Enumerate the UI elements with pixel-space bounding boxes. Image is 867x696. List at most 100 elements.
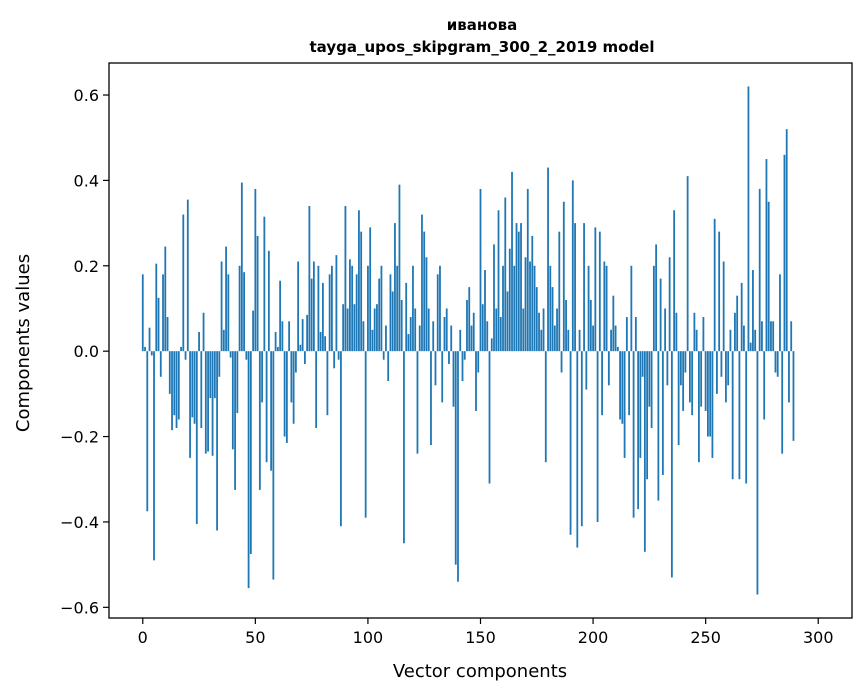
- bar-172: [529, 261, 531, 352]
- bar-79: [319, 331, 322, 352]
- bar-56: [267, 250, 270, 352]
- x-tick-label-200: 200: [578, 628, 609, 647]
- bar-217: [630, 265, 633, 352]
- bar-153: [486, 321, 489, 352]
- bar-146: [470, 325, 473, 352]
- bar-113: [396, 265, 399, 352]
- bar-133: [441, 351, 444, 403]
- bar-88: [340, 351, 342, 527]
- bar-204: [601, 351, 603, 416]
- bar-48: [249, 351, 252, 554]
- bar-187: [562, 201, 565, 352]
- bar-211: [616, 346, 619, 352]
- bar-261: [729, 329, 732, 352]
- bar-210: [614, 325, 617, 352]
- bar-94: [353, 304, 356, 352]
- bar-82: [326, 351, 329, 416]
- bar-14: [173, 351, 176, 416]
- y-axis-ticks: −0.6 −0.4 −0.2 0.0 0.2 0.4 0.6: [60, 86, 109, 617]
- bar-43: [238, 265, 241, 352]
- bar-69: [297, 261, 300, 352]
- bar-163: [508, 248, 511, 352]
- bar-232: [664, 308, 667, 352]
- bar-115: [400, 299, 403, 352]
- bar-250: [704, 351, 707, 411]
- bar-101: [369, 227, 372, 352]
- y-tick-label-3: 0.0: [74, 342, 99, 361]
- bar-83: [328, 274, 331, 352]
- x-axis-ticks: 0 50 100 150 200 250 300: [138, 618, 834, 647]
- bar-76: [312, 261, 315, 352]
- bar-128: [430, 351, 432, 446]
- bar-102: [371, 329, 374, 352]
- bar-110: [389, 274, 392, 352]
- bar-226: [650, 351, 653, 429]
- bar-73: [306, 314, 309, 352]
- bar-127: [427, 308, 430, 352]
- bar-288: [790, 321, 793, 352]
- bar-25: [198, 331, 200, 352]
- bar-178: [542, 308, 545, 352]
- bar-259: [725, 351, 727, 403]
- bar-223: [643, 351, 646, 552]
- bar-203: [598, 231, 601, 352]
- bar-78: [317, 265, 320, 352]
- bar-251: [707, 351, 709, 437]
- bar-175: [535, 287, 538, 352]
- bar-157: [495, 308, 498, 352]
- bar-16: [177, 351, 180, 420]
- bar-30: [209, 351, 212, 399]
- bar-41: [234, 351, 236, 490]
- bar-231: [661, 351, 664, 475]
- bar-98: [362, 321, 365, 352]
- bar-74: [308, 206, 311, 352]
- bar-154: [488, 351, 491, 484]
- y-tick-label-2: −0.2: [60, 428, 99, 447]
- bar-5: [153, 351, 155, 561]
- bar-186: [560, 351, 563, 373]
- bar-285: [783, 154, 786, 352]
- bar-267: [743, 325, 745, 352]
- bar-207: [607, 351, 610, 386]
- bar-257: [720, 351, 723, 377]
- bar-11: [166, 317, 169, 352]
- bar-258: [722, 261, 725, 352]
- bar-241: [684, 351, 687, 373]
- bar-166: [515, 223, 518, 352]
- bar-121: [414, 308, 417, 352]
- bar-19: [184, 351, 187, 360]
- bar-131: [436, 274, 439, 352]
- bar-171: [526, 188, 529, 352]
- bar-67: [292, 351, 295, 424]
- bar-119: [409, 317, 412, 352]
- bar-137: [450, 325, 453, 352]
- bar-247: [698, 351, 700, 463]
- bar-254: [713, 218, 716, 352]
- bar-49: [252, 310, 254, 352]
- bar-218: [632, 351, 635, 518]
- bar-28: [204, 351, 207, 454]
- bar-271: [752, 270, 754, 352]
- bar-122: [416, 351, 419, 454]
- bar-260: [727, 351, 730, 386]
- x-tick-label-300: 300: [803, 628, 834, 647]
- bar-106: [380, 265, 383, 352]
- bar-237: [675, 312, 678, 352]
- bar-86: [335, 255, 338, 352]
- y-tick-label-5: 0.4: [74, 171, 99, 190]
- bar-200: [592, 325, 594, 352]
- bar-252: [709, 351, 712, 437]
- bar-221: [639, 351, 642, 458]
- bar-147: [472, 312, 475, 352]
- bar-230: [659, 278, 662, 352]
- bar-55: [265, 351, 268, 463]
- bar-273: [756, 351, 759, 595]
- bar-194: [578, 329, 581, 352]
- bar-201: [594, 227, 597, 352]
- bar-275: [761, 321, 763, 352]
- bar-246: [695, 329, 698, 352]
- bar-90: [344, 206, 347, 352]
- x-tick-label-0: 0: [138, 628, 148, 647]
- bar-8: [159, 351, 162, 377]
- bar-268: [745, 351, 748, 484]
